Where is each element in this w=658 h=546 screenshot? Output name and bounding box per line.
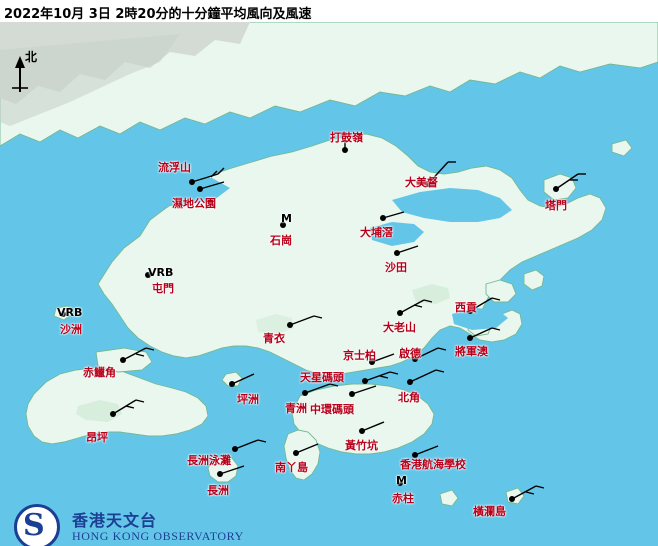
station-label-sai-kung[interactable]: 西貢 xyxy=(455,301,477,314)
map-geography: .land{fill:#e9f7ef;stroke:#74b893;stroke… xyxy=(0,22,658,546)
station-label-sha-chau[interactable]: 沙洲 xyxy=(60,323,82,336)
observatory-swirl-glyph: S xyxy=(23,508,45,543)
north-arrow-icon xyxy=(12,56,28,92)
station-label-cheung-chau-beach[interactable]: 長洲泳灘 xyxy=(187,454,231,467)
station-label-chek-lap-kok[interactable]: 赤鱲角 xyxy=(83,366,116,379)
annotation-m-stanley: M xyxy=(396,474,407,487)
observatory-swirl-icon xyxy=(14,504,60,546)
station-label-tates-cairn[interactable]: 大老山 xyxy=(383,321,416,334)
station-label-tap-mun[interactable]: 塔門 xyxy=(545,199,567,212)
station-label-tsing-yi[interactable]: 青衣 xyxy=(263,332,285,345)
station-label-star-ferry[interactable]: 天星碼頭 xyxy=(300,371,344,384)
station-label-north-point[interactable]: 北角 xyxy=(398,391,420,404)
station-label-hk-sea-school[interactable]: 香港航海學校 xyxy=(400,458,466,471)
station-label-green-island[interactable]: 青洲 xyxy=(285,402,307,415)
station-label-wetland-park[interactable]: 濕地公園 xyxy=(172,197,216,210)
wind-barbs-layer xyxy=(60,134,586,502)
page-title: 2022年10月 3日 2時20分的十分鐘平均風向及風速 xyxy=(4,7,312,22)
station-label-cheung-chau[interactable]: 長洲 xyxy=(207,484,229,497)
station-label-shek-kong[interactable]: 石崗 xyxy=(270,234,292,247)
north-arrow-label: 北 xyxy=(25,50,38,64)
map-canvas[interactable]: .land{fill:#e9f7ef;stroke:#74b893;stroke… xyxy=(0,22,658,546)
station-label-wong-chuk-hang[interactable]: 黃竹坑 xyxy=(345,439,378,452)
hko-logo: S 香港天文台 HONG KONG OBSERVATORY xyxy=(10,502,260,546)
station-label-tseung-kwan-o[interactable]: 將軍澳 xyxy=(455,345,488,358)
station-label-ta-kwu-ling[interactable]: 打鼓嶺 xyxy=(330,131,363,144)
north-arrow: 北 xyxy=(8,48,42,94)
logo-chinese-text: 香港天文台 xyxy=(72,511,158,530)
station-label-kings-park[interactable]: 京士柏 xyxy=(343,349,376,362)
station-label-stanley[interactable]: 赤柱 xyxy=(392,492,414,505)
annotation-m-shek-kong: M xyxy=(281,212,292,225)
station-label-kai-tak[interactable]: 啟德 xyxy=(399,347,421,360)
station-label-lamma-island[interactable]: 南丫島 xyxy=(275,461,308,474)
station-label-tuen-mun[interactable]: 屯門 xyxy=(152,282,174,295)
station-label-sha-tin[interactable]: 沙田 xyxy=(385,261,407,274)
station-label-waglan-island[interactable]: 橫瀾島 xyxy=(473,505,506,518)
annotation-vrb-tuen-mun: VRB xyxy=(148,266,174,279)
station-label-peng-chau[interactable]: 坪洲 xyxy=(237,393,259,406)
station-label-tai-mei-tuk[interactable]: 大美督 xyxy=(405,176,438,189)
logo-english-text: HONG KONG OBSERVATORY xyxy=(72,529,244,543)
station-label-tai-po-kau[interactable]: 大埔滘 xyxy=(360,226,393,239)
annotation-vrb-sha-chau: VRB xyxy=(57,306,83,319)
station-label-lau-fau-shan[interactable]: 流浮山 xyxy=(158,161,191,174)
station-label-central-pier[interactable]: 中環碼頭 xyxy=(310,403,354,416)
station-label-ngong-ping[interactable]: 昂坪 xyxy=(86,431,108,444)
